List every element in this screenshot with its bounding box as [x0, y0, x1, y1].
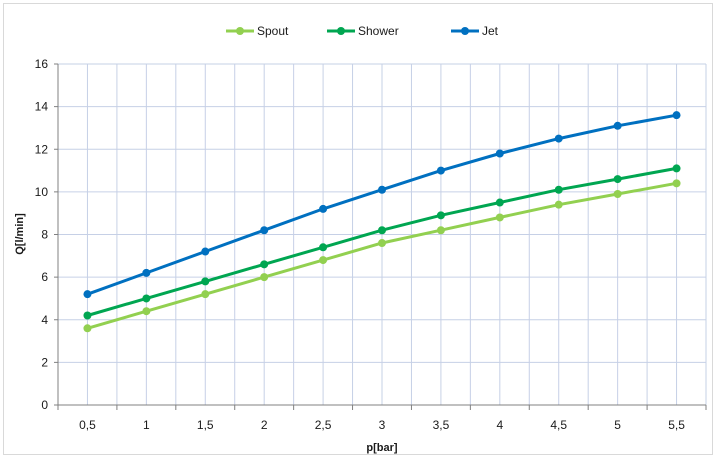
legend-item-spout: Spout: [226, 24, 289, 38]
y-tick-label: 16: [35, 57, 49, 71]
data-point-jet: [495, 149, 504, 158]
data-point-jet: [201, 247, 210, 256]
data-point-spout: [142, 307, 151, 316]
legend-label: Shower: [358, 24, 399, 38]
data-point-shower: [613, 175, 622, 184]
data-point-spout: [672, 179, 681, 188]
data-point-spout: [436, 226, 445, 235]
chart-frame: [3, 3, 713, 455]
data-point-spout: [378, 239, 386, 248]
data-point-spout: [554, 200, 563, 209]
axes: 0 2 4 6 8 10 12 14 16 0,5 1 1,5 2 2,5 3 3,5 4 4,5 5 5,5: [35, 57, 707, 432]
x-tick-label: 4,5: [550, 418, 567, 432]
legend-item-jet: Jet: [451, 24, 499, 38]
y-tick-label: 12: [35, 142, 49, 156]
data-point-spout: [613, 190, 622, 199]
data-point-shower: [260, 260, 269, 269]
series-shower: [83, 164, 681, 320]
y-tick-label: 4: [41, 313, 48, 327]
x-tick-label: 0,5: [79, 418, 96, 432]
x-tick-label: 5,5: [668, 418, 685, 432]
series-spout: [83, 179, 681, 333]
legend-marker: [337, 27, 345, 35]
legend-item-shower: Shower: [327, 24, 399, 38]
data-point-jet: [142, 268, 151, 277]
grid-lines: [58, 63, 707, 405]
y-tick-label: 14: [35, 100, 49, 114]
x-axis-title: p[bar]: [366, 442, 398, 454]
data-point-shower: [319, 243, 328, 252]
x-tick-label: 2: [261, 418, 268, 432]
x-tick-label: 3: [379, 418, 386, 432]
x-tick-label: 2,5: [315, 418, 332, 432]
y-tick-label: 6: [41, 270, 48, 284]
data-point-jet: [672, 111, 681, 120]
y-tick-label: 8: [41, 228, 48, 242]
data-point-jet: [83, 290, 92, 299]
data-point-shower: [201, 277, 210, 286]
data-point-shower: [672, 164, 681, 173]
data-point-spout: [319, 256, 328, 265]
data-point-spout: [260, 273, 269, 282]
data-point-spout: [495, 213, 504, 222]
data-point-jet: [319, 204, 328, 213]
data-point-jet: [260, 226, 269, 235]
x-tick-label: 1,5: [197, 418, 214, 432]
data-point-jet: [378, 185, 386, 194]
x-tick-label: 4: [496, 418, 503, 432]
data-point-shower: [436, 211, 445, 220]
x-tick-label: 1: [143, 418, 150, 432]
data-point-spout: [83, 324, 92, 333]
legend: Spout Shower Jet: [226, 24, 499, 38]
y-tick-label: 0: [41, 398, 48, 412]
series-jet: [83, 111, 681, 299]
legend-label: Spout: [257, 24, 289, 38]
x-tick-label: 5: [614, 418, 621, 432]
series-layer: [83, 111, 681, 333]
data-point-shower: [83, 311, 92, 320]
legend-label: Jet: [482, 24, 499, 38]
data-point-jet: [613, 121, 622, 130]
x-tick-label: 3,5: [433, 418, 450, 432]
data-point-spout: [201, 290, 210, 299]
data-point-shower: [495, 198, 504, 207]
data-point-jet: [554, 134, 563, 143]
legend-marker: [461, 27, 469, 35]
data-point-shower: [554, 185, 563, 194]
data-point-jet: [436, 166, 445, 175]
legend-marker: [236, 27, 244, 35]
data-point-shower: [378, 226, 386, 235]
y-axis-title: Q[l/min]: [14, 213, 26, 255]
y-tick-label: 10: [35, 185, 49, 199]
data-point-shower: [142, 294, 151, 303]
y-tick-label: 2: [41, 355, 48, 369]
